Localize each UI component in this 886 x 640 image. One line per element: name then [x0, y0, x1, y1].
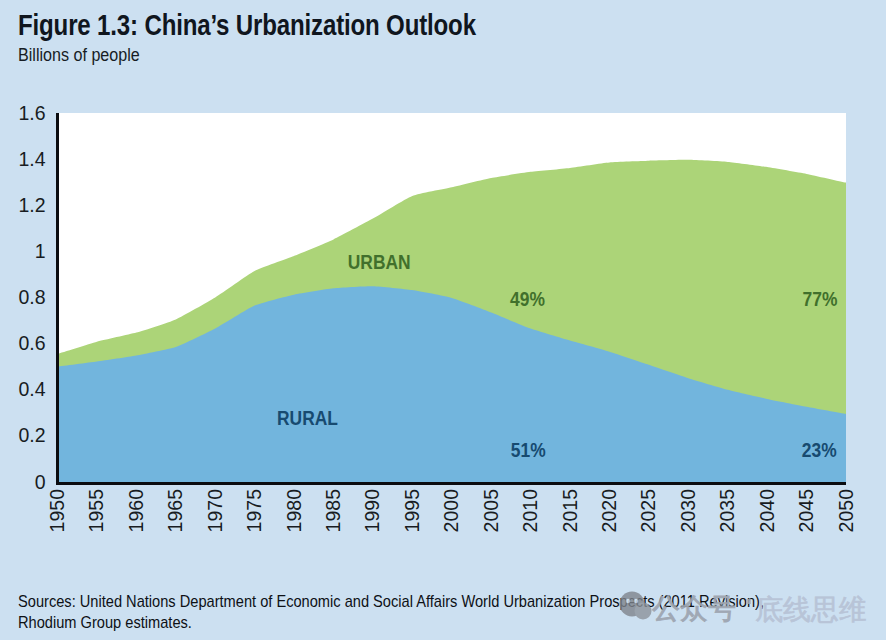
x-tick-label: 2035 — [716, 489, 738, 533]
y-tick-label: 0.6 — [18, 332, 45, 354]
urbanization-area-chart: 0 0.2 0.4 0.6 0.8 1 1.2 1.4 1.6 1950 1955 1960 1965 1… — [0, 0, 886, 640]
x-tick-label: 2050 — [835, 489, 857, 533]
x-tick-label: 1955 — [85, 489, 107, 533]
annotation-49pct: 49% — [510, 288, 545, 310]
x-tick-label: 1960 — [125, 489, 147, 533]
y-tick-label: 0 — [35, 471, 46, 493]
x-tick-label: 1990 — [361, 489, 383, 533]
wechat-logo-icon — [620, 592, 652, 620]
annotation-51pct: 51% — [511, 439, 546, 461]
y-tick-label: 1.4 — [18, 148, 45, 170]
x-tick-label: 2020 — [598, 489, 620, 533]
y-tick-label: 1.6 — [18, 102, 45, 124]
y-tick-label: 1 — [35, 240, 46, 262]
x-tick-label: 1995 — [401, 489, 423, 533]
annotation-RURAL: RURAL — [277, 407, 338, 429]
x-tick-label: 2010 — [519, 489, 541, 533]
watermark: 公众号 底线思维 — [612, 585, 886, 640]
annotation-77pct: 77% — [803, 288, 838, 310]
x-tick-label: 1965 — [164, 489, 186, 533]
x-tick-label: 1975 — [243, 489, 265, 533]
y-tick-label: 1.2 — [18, 194, 45, 216]
x-tick-label: 2030 — [677, 489, 699, 533]
x-tick-label: 1970 — [204, 489, 226, 533]
y-tick-label: 0.8 — [18, 286, 45, 308]
figure-page: Figure 1.3: China’s Urbanization Outlook… — [0, 0, 886, 640]
watermark-account-name: 底线思维 — [755, 594, 867, 625]
x-tick-label: 2005 — [480, 489, 502, 533]
watermark-account-label: 公众号 — [652, 593, 736, 624]
x-tick-label: 2045 — [795, 489, 817, 533]
y-tick-label: 0.2 — [18, 424, 45, 446]
x-tick-label: 1950 — [46, 489, 68, 533]
x-tick-label: 1985 — [322, 489, 344, 533]
x-tick-label: 2015 — [559, 489, 581, 533]
annotation-23pct: 23% — [802, 439, 837, 461]
x-tick-label: 2025 — [637, 489, 659, 533]
x-tick-label: 2040 — [756, 489, 778, 533]
annotation-URBAN: URBAN — [348, 251, 411, 273]
y-tick-label: 0.4 — [18, 378, 45, 400]
x-tick-label: 2000 — [440, 489, 462, 533]
watermark-separator-dot — [746, 599, 751, 604]
x-tick-label: 1980 — [283, 489, 305, 533]
